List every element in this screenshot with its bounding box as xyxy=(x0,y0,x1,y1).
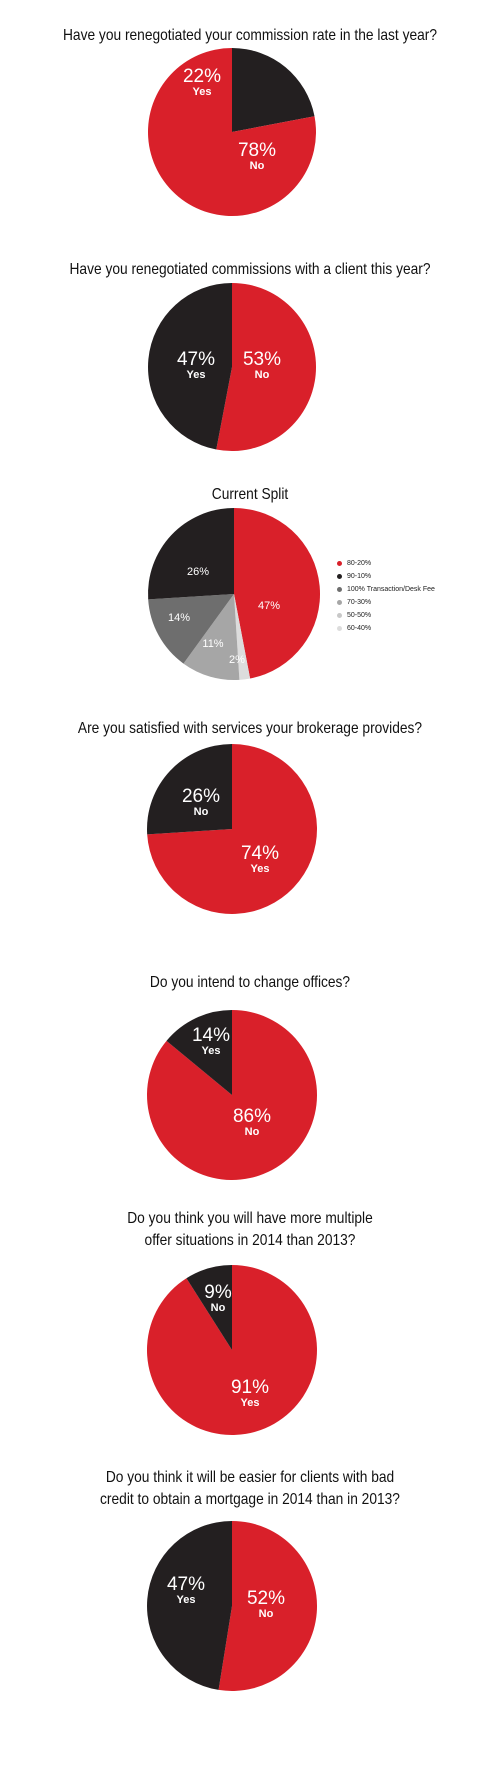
chart-title: Do you think it will be easier for clien… xyxy=(35,1467,465,1511)
slice-percent-label: 14% xyxy=(192,1025,230,1046)
chart-title: Do you think you will have more multiple… xyxy=(35,1208,465,1252)
slice-percent-label: 9% xyxy=(204,1282,232,1303)
slice-category-label: No xyxy=(250,160,265,172)
legend-label: 100% Transaction/Desk Fee xyxy=(347,586,435,593)
pie: 53%No 47%Yes xyxy=(148,283,317,451)
legend-item: 60-40% xyxy=(337,622,435,635)
slice-percent-label: 53% xyxy=(243,349,281,370)
pie-slice-yes xyxy=(147,1521,232,1690)
slice-percent-label: 91% xyxy=(231,1377,269,1398)
pie-slice-yes xyxy=(166,1010,232,1095)
slice-percent-label: 74% xyxy=(241,843,279,864)
chart-title-line: Do you intend to change offices? xyxy=(149,974,351,991)
pie-slice-100-transaction-desk-fee xyxy=(234,594,251,680)
slice-category-label: Yes xyxy=(177,1594,196,1606)
slice-percent-label: 26% xyxy=(187,566,209,578)
chart-title-line: Do you think you will have more multiple xyxy=(127,1210,373,1227)
legend-item: 90-10% xyxy=(337,570,435,583)
legend-item: 100% Transaction/Desk Fee xyxy=(337,583,435,596)
pie: 86%No 14%Yes xyxy=(147,1010,318,1180)
slice-percent-label: 47% xyxy=(167,1574,205,1595)
legend-swatch xyxy=(337,626,342,631)
legend-swatch xyxy=(337,600,342,605)
legend-label: 90-10% xyxy=(347,573,372,580)
slice-percent-label: 14% xyxy=(168,612,190,624)
chart-title-line: Do you think it will be easier for clien… xyxy=(105,1469,395,1486)
pie-slice-70-30 xyxy=(183,594,240,681)
pie-slice-no xyxy=(147,1010,318,1180)
chart-title: Are you satisfied with services your bro… xyxy=(35,718,465,740)
pie: 47% 2% 11% 14% 26% xyxy=(148,508,321,681)
chart-title: Do you intend to change offices? xyxy=(35,972,465,994)
slice-category-label: Yes xyxy=(202,1045,221,1057)
slice-percent-label: 22% xyxy=(183,66,221,87)
slice-percent-label: 47% xyxy=(258,600,280,612)
pie: 22%Yes 78%No xyxy=(147,47,316,216)
slice-category-label: No xyxy=(259,1608,274,1620)
chart-title-line: credit to obtain a mortgage in 2014 than… xyxy=(100,1491,400,1508)
legend-label: 80-20% xyxy=(347,560,372,567)
legend-swatch xyxy=(337,613,342,618)
pie-slice-no xyxy=(147,47,316,216)
slice-category-label: No xyxy=(211,1302,226,1314)
slice-percent-label: 78% xyxy=(238,140,276,161)
chart-legend: 80-20% 90-10% 100% Transaction/Desk Fee 70-… xyxy=(337,557,435,635)
legend-item: 80-20% xyxy=(337,557,435,570)
legend-swatch xyxy=(337,561,342,566)
chart-title: Have you renegotiated your commission ra… xyxy=(35,25,465,47)
pie: 91%Yes 9%No xyxy=(146,1265,317,1435)
pie-slice-80-20 xyxy=(234,508,321,679)
pie-slice-no xyxy=(147,744,232,835)
slice-category-label: Yes xyxy=(187,369,206,381)
legend-label: 60-40% xyxy=(347,625,372,632)
chart-title-line: Have you renegotiated commissions with a… xyxy=(69,261,431,278)
slice-category-label: No xyxy=(255,369,270,381)
pie: 52%No 47%Yes xyxy=(147,1521,318,1691)
pie-slice-yes xyxy=(146,1265,317,1435)
chart-title: Current Split xyxy=(35,484,465,506)
pie-slice-no xyxy=(216,283,317,451)
pie-slice-yes xyxy=(147,744,318,914)
chart-title-line: Have you renegotiated your commission ra… xyxy=(62,27,437,44)
slice-category-label: Yes xyxy=(251,863,270,875)
chart-title-line: Are you satisfied with services your bro… xyxy=(77,720,423,737)
chart-title: Have you renegotiated commissions with a… xyxy=(35,259,465,281)
slice-percent-label: 52% xyxy=(247,1588,285,1609)
pie-slice-no xyxy=(186,1265,232,1350)
pie-slice-no xyxy=(218,1521,318,1691)
legend-swatch xyxy=(337,574,342,579)
legend-item: 70-30% xyxy=(337,596,435,609)
slice-category-label: No xyxy=(245,1126,260,1138)
slice-percent-label: 47% xyxy=(177,349,215,370)
slice-percent-label: 86% xyxy=(233,1106,271,1127)
slice-percent-label: 11% xyxy=(202,638,223,650)
slice-category-label: No xyxy=(194,806,209,818)
pie-slice-yes xyxy=(148,283,232,450)
slice-category-label: Yes xyxy=(193,86,212,98)
slice-percent-label: 2% xyxy=(229,654,245,666)
slice-category-label: Yes xyxy=(241,1397,260,1409)
legend-item: 50-50% xyxy=(337,609,435,622)
chart-title-line: Current Split xyxy=(211,486,289,503)
legend-swatch xyxy=(337,587,342,592)
pie-slice-90-10 xyxy=(148,508,234,600)
legend-label: 70-30% xyxy=(347,599,372,606)
slice-percent-label: 26% xyxy=(182,786,220,807)
chart-title-line: offer situations in 2014 than 2013? xyxy=(144,1232,356,1249)
pie-slice-yes xyxy=(232,48,315,132)
pie: 74%Yes 26%No xyxy=(147,744,318,914)
legend-label: 50-50% xyxy=(347,612,372,619)
pie-slice-60-40 xyxy=(148,594,234,664)
